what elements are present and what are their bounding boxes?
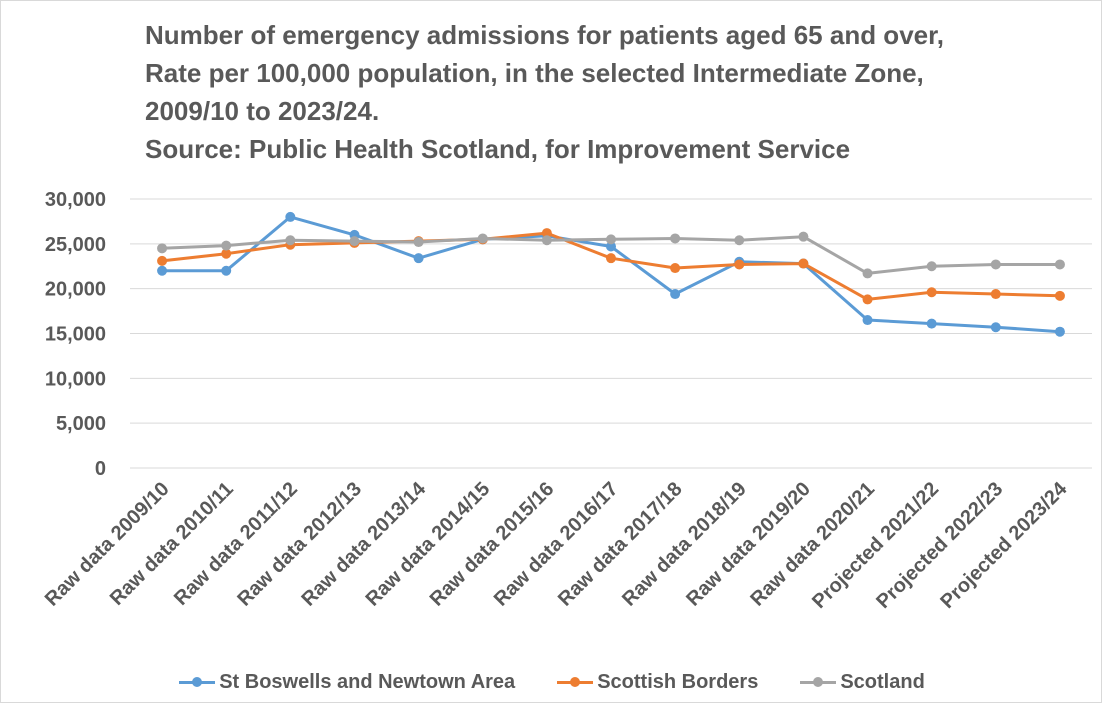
data-point [221, 248, 232, 259]
legend-marker-scotland [800, 675, 837, 689]
y-tick-label: 15,000 [45, 324, 106, 346]
data-point [349, 236, 360, 247]
x-tick-label: Raw data 2014/15 [362, 478, 495, 611]
series-2 [157, 231, 1065, 279]
x-tick-label: Raw data 2017/18 [554, 478, 687, 611]
legend-item-scotland: Scotland [800, 670, 925, 694]
data-point [413, 237, 424, 248]
y-axis-ticks: 0 5,000 10,000 15,000 20,000 25,000 30,000 [45, 189, 106, 480]
data-point [221, 265, 232, 276]
x-tick-label: Raw data 2012/13 [233, 478, 366, 611]
data-point [157, 255, 168, 266]
legend-marker-scottish-borders [557, 675, 594, 689]
x-tick-label: Raw data 2010/11 [106, 478, 238, 610]
legend-label-scotland: Scotland [840, 670, 925, 693]
series-0 [157, 211, 1065, 337]
y-tick-label: 10,000 [45, 368, 106, 390]
data-point [541, 235, 552, 246]
x-tick-label: Raw data 2015/16 [426, 478, 559, 611]
x-tick-label: Raw data 2016/17 [490, 478, 623, 611]
y-tick-label: 0 [95, 458, 106, 480]
data-point [285, 235, 296, 246]
data-point [221, 240, 232, 251]
data-point [606, 234, 616, 245]
data-point [1054, 326, 1065, 337]
data-point [926, 261, 937, 272]
legend-item-scottish-borders: Scottish Borders [557, 671, 758, 694]
data-point [285, 211, 296, 222]
data-point [734, 235, 745, 246]
data-point [541, 228, 552, 239]
data-point [1054, 259, 1065, 270]
data-point [862, 294, 873, 305]
data-point [990, 289, 1001, 300]
chart-title: Number of emergency admissions for patie… [145, 16, 1045, 168]
legend-item-st-boswells: St Boswells and Newtown Area [179, 671, 515, 694]
data-point [862, 268, 873, 279]
legend-label-st-boswells: St Boswells and Newtown Area [219, 670, 516, 693]
chart-title-line-1: Number of emergency admissions for patie… [145, 20, 945, 50]
series-lines [157, 211, 1065, 337]
data-point [926, 287, 937, 298]
data-point [926, 318, 937, 329]
data-point [157, 265, 168, 276]
chart-title-line-2: Rate per 100,000 population, in the sele… [145, 58, 924, 88]
y-tick-label: 5,000 [56, 413, 106, 435]
legend: St Boswells and Newtown Area Scottish Bo… [0, 664, 1104, 700]
y-tick-label: 20,000 [45, 279, 106, 301]
data-point [862, 315, 873, 326]
data-point [670, 263, 681, 274]
data-point [990, 259, 1001, 270]
data-point [157, 243, 168, 254]
chart-title-line-3: 2009/10 to 2023/24. [145, 96, 380, 126]
x-tick-label: Raw data 2018/19 [618, 478, 751, 611]
y-tick-label: 25,000 [45, 234, 106, 256]
data-point [606, 241, 616, 252]
data-point [990, 322, 1001, 333]
data-point [413, 253, 424, 264]
legend-label-scottish-borders: Scottish Borders [597, 670, 759, 693]
data-point [670, 289, 681, 300]
data-point [798, 231, 809, 242]
x-tick-label: Raw data 2013/14 [297, 477, 430, 610]
data-point [670, 233, 681, 244]
x-tick-label: Raw data 2020/21 [746, 478, 879, 611]
x-tick-label: Projected 2023/24 [936, 477, 1072, 613]
series-line [160, 215, 1062, 334]
data-point [606, 253, 616, 264]
data-point [1054, 290, 1065, 301]
x-tick-label: Raw data 2009/10 [41, 478, 174, 611]
x-tick-label: Raw data 2019/20 [682, 478, 815, 611]
data-point [734, 259, 745, 270]
legend-marker-st-boswells [179, 675, 216, 689]
data-point [477, 233, 488, 244]
x-tick-label: Raw data 2011/12 [170, 478, 302, 610]
data-point [798, 258, 809, 269]
chart-title-line-4: Source: Public Health Scotland, for Impr… [145, 134, 851, 164]
y-tick-label: 30,000 [45, 189, 106, 211]
